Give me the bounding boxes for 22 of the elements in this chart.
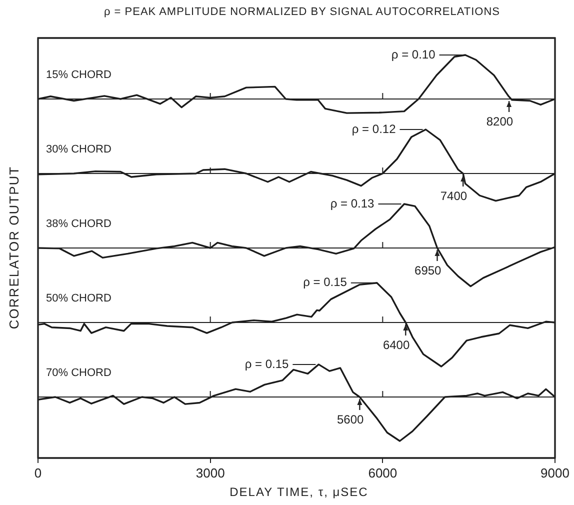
series-label: 15% CHORD	[46, 69, 112, 82]
x-tick-label: 3000	[196, 465, 225, 480]
chart-title: ρ = PEAK AMPLITUDE NORMALIZED BY SIGNAL AUTOCORRELATIONS	[102, 6, 502, 18]
annotation: 7400	[440, 188, 468, 203]
annotation: 8200	[486, 114, 514, 128]
annotation: ρ = 0.10	[391, 47, 436, 62]
series-label: 70% CHORD	[46, 367, 112, 380]
x-tick-label: 0	[34, 465, 42, 480]
x-tick-label: 6000	[368, 465, 398, 480]
annotation: ρ = 0.12	[352, 122, 396, 136]
series-label: 38% CHORD	[46, 218, 112, 230]
annotation: 5600	[336, 412, 364, 426]
y-axis-title: CORRELATOR OUTPUT	[6, 164, 22, 332]
x-tick-label: 9000	[540, 465, 570, 480]
annotation: ρ = 0.15	[303, 275, 348, 290]
annotation: 6400	[382, 338, 410, 352]
annotation: ρ = 0.13	[330, 196, 375, 210]
annotation: 6950	[414, 263, 442, 278]
series-label: 30% CHORD	[46, 144, 112, 156]
series-label: 50% CHORD	[46, 292, 112, 305]
x-axis-title: DELAY TIME, τ, μSEC	[228, 485, 370, 499]
annotation: ρ = 0.15	[244, 356, 289, 371]
